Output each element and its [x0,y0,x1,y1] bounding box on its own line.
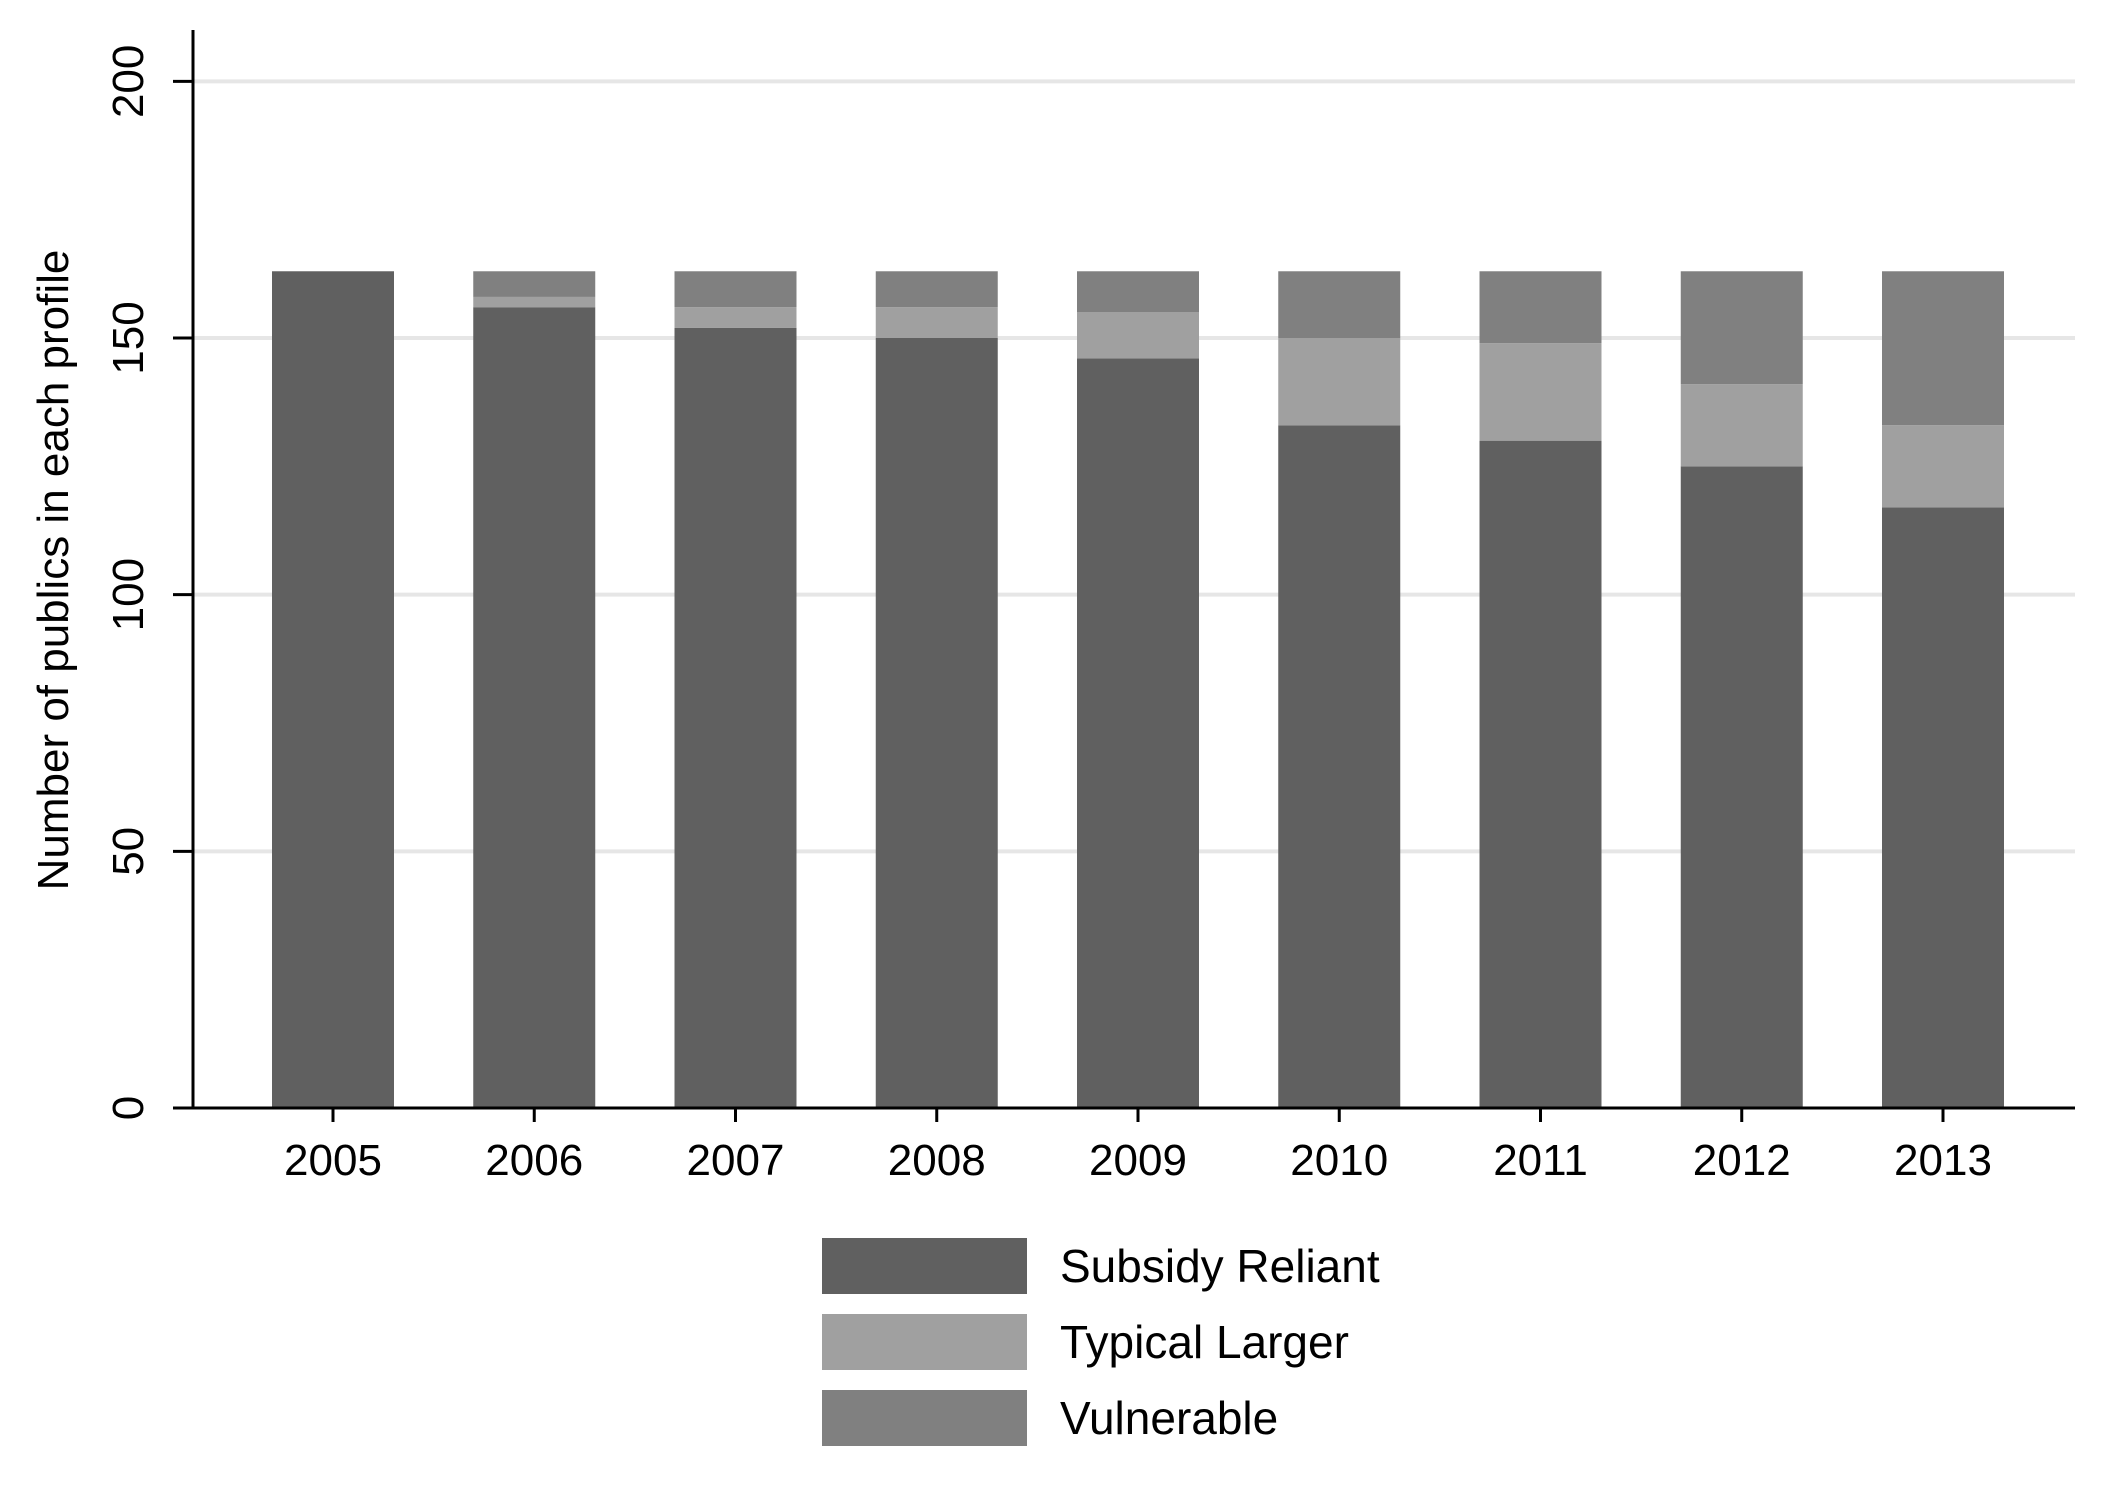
bar-segment-typical-larger [1278,338,1401,426]
legend-swatch [822,1238,1027,1294]
x-tick-label: 2012 [1693,1136,1791,1185]
bar-segment-typical-larger [1479,343,1602,441]
x-tick-label: 2008 [888,1136,986,1185]
y-axis-ticks: 0 50 100 150 200 [104,45,193,1120]
legend-item: Typical Larger [822,1314,1349,1370]
x-tick-label: 2011 [1493,1136,1588,1185]
bar-segment-vulnerable [674,271,797,308]
bar-segment-vulnerable [1278,271,1401,338]
bar-segment-typical-larger [1680,384,1803,467]
legend-item: Vulnerable [822,1390,1278,1446]
bar-segment-typical-larger [1077,312,1199,359]
bars [272,271,2004,1109]
legend-label: Typical Larger [1060,1316,1349,1368]
bar-segment-typical-larger [875,307,998,338]
x-axis-ticks: 2005 2006 2007 2008 2009 2010 2011 2012 2013 [284,1108,1992,1185]
axes [191,30,2075,1110]
bar-segment-subsidy-reliant [1278,425,1401,1108]
bar-segment-subsidy-reliant [1882,507,2004,1108]
bar-segment-subsidy-reliant [473,307,596,1108]
x-tick-label: 2007 [687,1136,785,1185]
bar-segment-vulnerable [473,271,596,297]
y-axis-title: Number of publics in each profile [29,250,78,891]
x-tick-label: 2005 [284,1136,382,1185]
x-tick-label: 2006 [485,1136,583,1185]
bar-segment-vulnerable [1077,271,1199,313]
y-tick-label: 0 [104,1096,153,1120]
y-tick-label: 150 [104,301,153,374]
bar-segment-subsidy-reliant [674,327,797,1108]
legend-label: Subsidy Reliant [1060,1240,1380,1292]
legend-swatch [822,1390,1027,1446]
y-tick-label: 200 [104,45,153,118]
legend-swatch [822,1314,1027,1370]
y-tick-label: 100 [104,558,153,631]
bar-segment-subsidy-reliant [1680,466,1803,1108]
bar-segment-subsidy-reliant [1077,358,1199,1108]
legend: Subsidy Reliant Typical Larger Vulnerable [822,1238,1380,1446]
bar-segment-vulnerable [1479,271,1602,344]
bar-segment-subsidy-reliant [1479,440,1602,1109]
bar-segment-subsidy-reliant [875,338,998,1108]
x-tick-label: 2013 [1894,1136,1992,1185]
bar-segment-typical-larger [674,307,797,328]
bar-segment-vulnerable [1680,271,1803,385]
x-tick-label: 2010 [1290,1136,1388,1185]
x-tick-label: 2009 [1089,1136,1187,1185]
bar-segment-subsidy-reliant [272,271,394,1108]
bar-segment-typical-larger [473,296,596,308]
bar-segment-typical-larger [1882,425,2004,508]
bar-segment-vulnerable [875,271,998,308]
legend-label: Vulnerable [1060,1392,1278,1444]
y-tick-label: 50 [104,827,153,876]
bar-segment-vulnerable [1882,271,2004,426]
legend-item: Subsidy Reliant [822,1238,1380,1294]
